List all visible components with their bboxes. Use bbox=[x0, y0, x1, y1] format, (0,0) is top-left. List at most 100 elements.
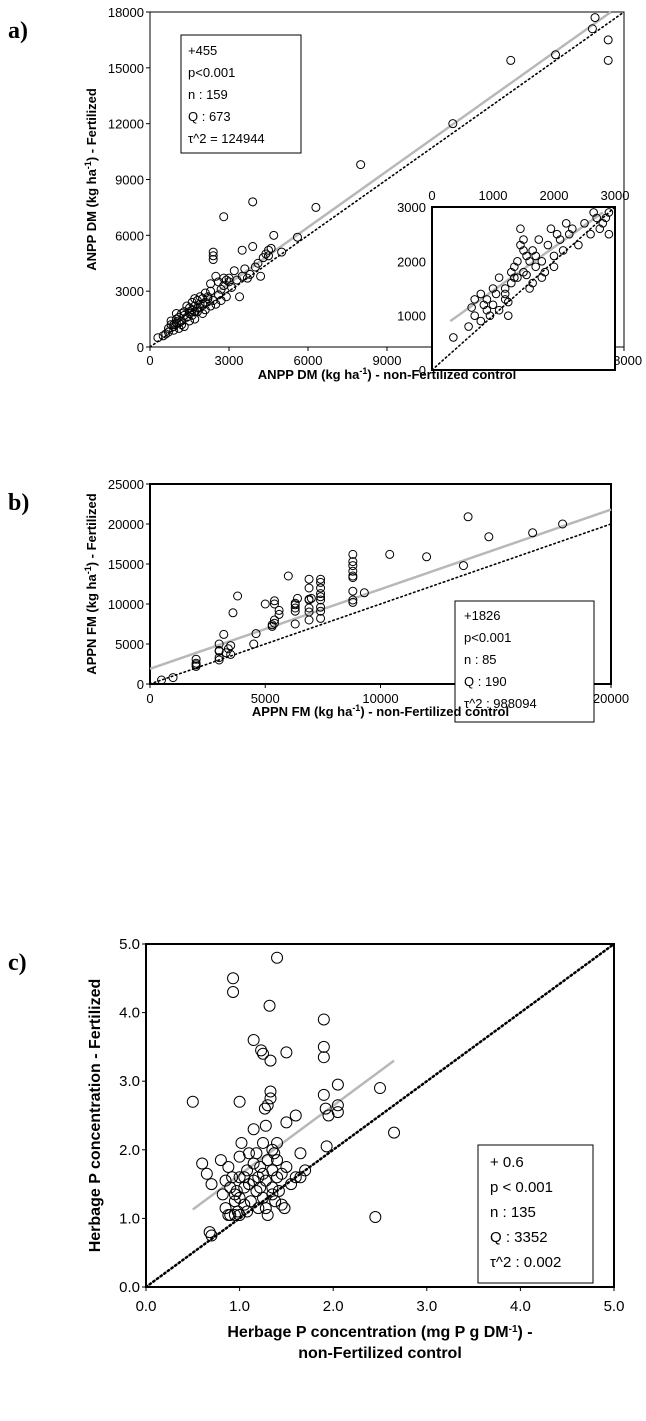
inset-data-point bbox=[510, 273, 519, 282]
panel-c-stat-line: n : 135 bbox=[490, 1204, 536, 1221]
panel-b-data-point bbox=[219, 629, 229, 639]
panel-a-x-tick-label: 6000 bbox=[294, 353, 323, 368]
panel-a-y-tick-label: 0 bbox=[137, 340, 144, 355]
panel-c-data-point bbox=[261, 1208, 274, 1221]
panel-b-data-point bbox=[348, 549, 358, 559]
panel-c-x-axis-label: Herbage P concentration (mg P g DM-1) -n… bbox=[227, 1324, 532, 1363]
inset-data-point bbox=[470, 311, 480, 320]
inset-data-point bbox=[561, 219, 571, 228]
panel-b-stat-line: +1826 bbox=[464, 608, 501, 623]
panel-c-x-tick-label: 5.0 bbox=[604, 1298, 625, 1315]
panel-c-y-tick-label: 2.0 bbox=[119, 1142, 140, 1159]
inset-data-point bbox=[464, 322, 473, 331]
inset-data-point bbox=[482, 295, 492, 304]
panel-a-data-point bbox=[356, 160, 366, 170]
inset-x-tick-label: 1000 bbox=[479, 188, 508, 203]
panel-c-data-point bbox=[252, 1202, 265, 1215]
panel-c-y-tick-label: 5.0 bbox=[119, 936, 140, 953]
inset-data-point bbox=[528, 278, 537, 288]
panel-b-data-point bbox=[484, 532, 494, 542]
panel-b-data-point bbox=[274, 605, 284, 615]
panel-c-x-tick-label: 4.0 bbox=[510, 1298, 531, 1315]
panel-a-data-point bbox=[208, 247, 218, 257]
panel-c-stats-box bbox=[477, 1144, 594, 1284]
panel-a-data-point bbox=[221, 292, 231, 302]
panel-c-data-point bbox=[285, 1178, 298, 1191]
inset-data-point bbox=[470, 295, 480, 304]
panel-c-data-point bbox=[261, 1099, 274, 1112]
panel-c-data-point bbox=[264, 1092, 277, 1105]
panel-b-data-point bbox=[267, 621, 277, 631]
panel-b-data-point bbox=[558, 519, 568, 529]
panel-c-data-point bbox=[271, 1136, 284, 1149]
panel-a-regression-line bbox=[165, 10, 612, 330]
inset-data-point bbox=[549, 262, 559, 272]
inset-x-tick-label: 0 bbox=[428, 188, 435, 203]
panel-a-data-point bbox=[185, 307, 194, 317]
panel-a-identity-line bbox=[149, 11, 625, 348]
panel-c-data-point bbox=[228, 1208, 241, 1221]
panel-c-data-point bbox=[214, 1154, 227, 1167]
panel-c-x-tick-label: 1.0 bbox=[229, 1298, 250, 1315]
panel-a-data-point bbox=[245, 269, 255, 279]
panel-c-x-tick-label: 0.0 bbox=[136, 1298, 157, 1315]
panel-b-data-point bbox=[290, 598, 300, 608]
panel-b-data-point bbox=[316, 595, 326, 605]
inset-data-point bbox=[531, 251, 541, 261]
panel-c-data-point bbox=[227, 986, 240, 999]
panel-b-data-point bbox=[316, 602, 326, 612]
panel-c-data-point bbox=[241, 1164, 254, 1177]
inset-identity-line bbox=[431, 206, 616, 371]
panel-c-data-point bbox=[280, 1116, 293, 1129]
panel-c-data-point bbox=[254, 1181, 267, 1194]
inset-y-tick-label: 0 bbox=[419, 363, 426, 378]
panel-c-data-point bbox=[266, 1188, 279, 1201]
panel-c-data-point bbox=[250, 1147, 263, 1160]
inset-data-point bbox=[513, 257, 522, 266]
panel-b-stat-line: τ^2 : 988094 bbox=[464, 696, 537, 711]
panel-b-data-point bbox=[269, 618, 279, 628]
panel-c-data-point bbox=[258, 1102, 271, 1115]
inset-y-tick-label: 2000 bbox=[397, 254, 426, 269]
panel-b-data-point bbox=[316, 574, 326, 584]
panel-c-y-tick-label: 4.0 bbox=[119, 1005, 140, 1022]
panel-c-data-point bbox=[271, 951, 284, 964]
panel-c-data-point bbox=[317, 1088, 330, 1101]
panel-b-data-point bbox=[269, 596, 279, 606]
panel-c-data-point bbox=[257, 1047, 269, 1060]
panel-b-data-point bbox=[283, 571, 293, 581]
panel-b-x-tick-label: 5000 bbox=[251, 691, 280, 706]
panel-b-data-point bbox=[260, 599, 270, 609]
panel-c-y-axis-label: Herbage P concentration - Fertilized bbox=[87, 979, 104, 1253]
panel-a-data-point bbox=[229, 266, 239, 276]
panel-b-data-point bbox=[223, 644, 233, 654]
panel-a-data-point bbox=[248, 197, 258, 207]
panel-a-data-point bbox=[219, 212, 229, 222]
panel-c-chart: c) 0.0 1.0 2.0 3.0 4.0 5.0 0.0 1.0 2.0 3.0 4.0 5.0 +… bbox=[8, 936, 624, 1362]
inset-data-point bbox=[586, 229, 595, 239]
panel-a-stat-line: p<0.001 bbox=[188, 65, 235, 80]
panel-b-data-point bbox=[316, 613, 326, 623]
panel-c-data-point bbox=[228, 1195, 241, 1208]
panel-b-letter: b) bbox=[8, 490, 29, 516]
panel-c-data-point bbox=[233, 1171, 246, 1184]
panel-a-data-point bbox=[590, 13, 600, 23]
panel-a-data-point bbox=[208, 255, 218, 265]
panel-b-data-point bbox=[304, 607, 314, 617]
panel-c-data-point bbox=[205, 1229, 218, 1242]
inset-y-tick-label: 1000 bbox=[397, 309, 426, 324]
panel-c-y-tick-label: 0.0 bbox=[119, 1279, 140, 1296]
panel-a-data-point bbox=[208, 251, 218, 261]
panel-c-data-point bbox=[216, 1188, 229, 1201]
panel-b-data-point bbox=[316, 589, 326, 599]
panel-c-data-point bbox=[259, 1119, 272, 1132]
panel-b-data-point bbox=[528, 528, 538, 538]
panel-c-data-point bbox=[254, 1160, 267, 1173]
panel-a-x-tick-label: 9000 bbox=[373, 353, 402, 368]
panel-b-stat-line: Q : 190 bbox=[464, 674, 507, 689]
panel-b-data-point bbox=[316, 592, 326, 602]
panel-c-data-point bbox=[227, 972, 240, 985]
panel-a-data-point bbox=[253, 258, 263, 268]
panel-c-regression-line bbox=[192, 1059, 395, 1211]
panel-a-data-point bbox=[264, 245, 273, 255]
